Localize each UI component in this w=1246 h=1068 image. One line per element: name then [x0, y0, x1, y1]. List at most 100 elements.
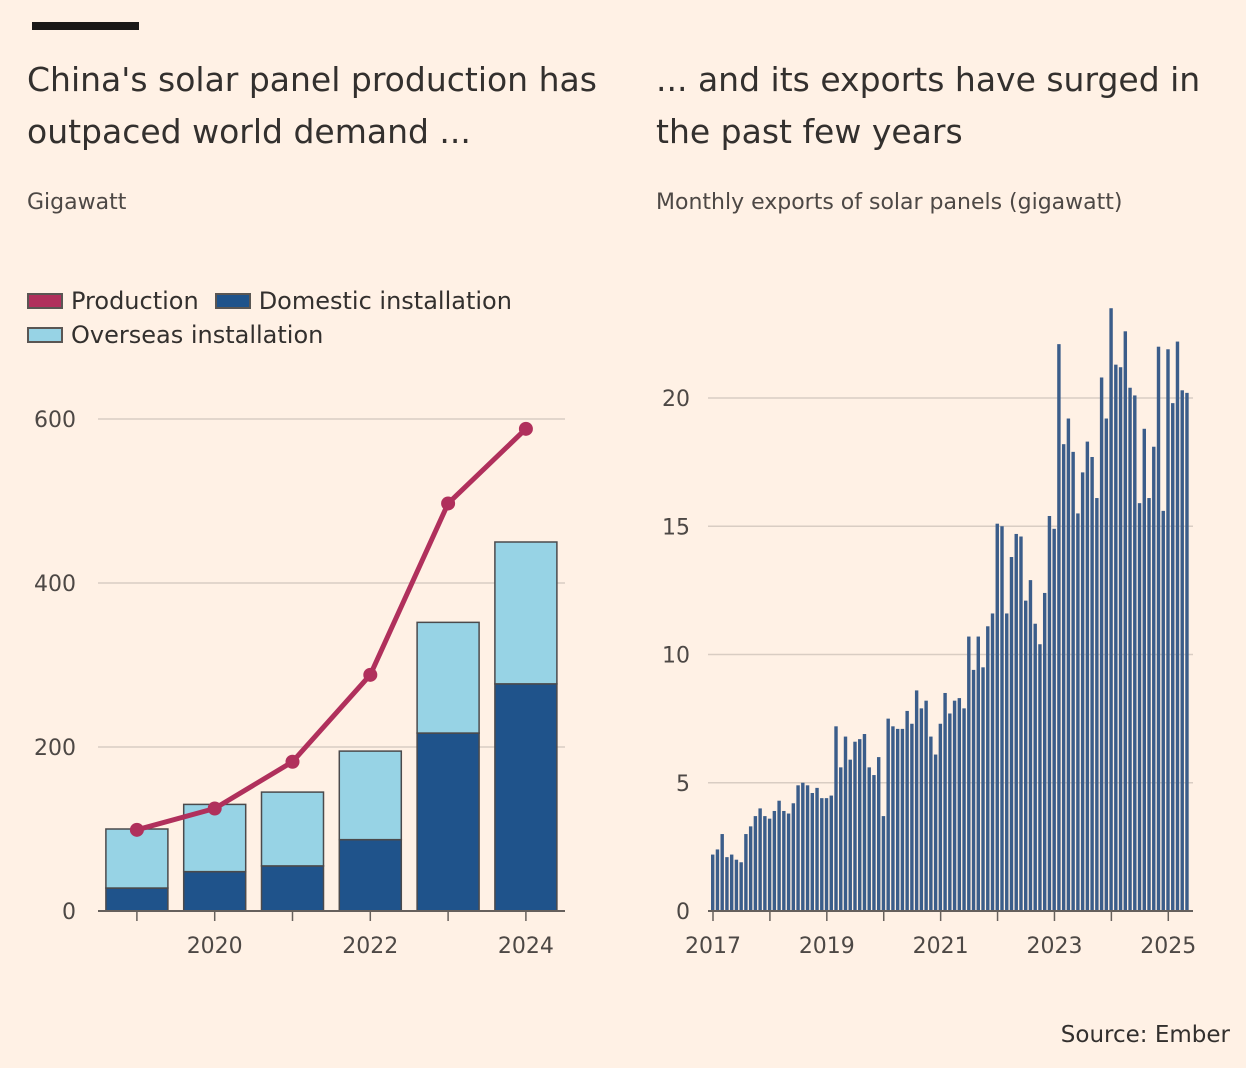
export-bar — [1019, 536, 1023, 911]
export-bar — [1028, 580, 1033, 911]
production-point — [518, 421, 533, 436]
overseas-bar — [338, 750, 403, 841]
legend-label-domestic: Domestic installation — [258, 287, 512, 315]
left-x-tick-label: 2022 — [342, 934, 398, 959]
right-y-tick-label: 0 — [676, 900, 690, 925]
brand-bar — [32, 22, 139, 30]
export-bar — [843, 736, 848, 911]
export-bar — [943, 692, 947, 911]
domestic-bar — [338, 838, 403, 912]
export-bar — [1090, 456, 1094, 911]
export-bar — [914, 690, 919, 911]
legend-item-production: Production — [27, 287, 199, 315]
overseas-swatch — [27, 327, 63, 343]
export-bar — [1066, 418, 1071, 911]
export-bar — [910, 723, 914, 911]
export-bar — [1099, 377, 1104, 912]
export-bar — [858, 739, 862, 911]
export-bar — [1114, 364, 1118, 911]
export-bar — [1180, 390, 1184, 911]
export-bar — [1118, 367, 1123, 912]
export-bar — [933, 754, 938, 911]
export-bar — [971, 669, 976, 911]
export-bar — [876, 757, 881, 911]
domestic-bar — [494, 683, 558, 912]
export-bar — [1047, 515, 1052, 911]
export-bar — [1057, 344, 1061, 911]
left-y-tick-label: 0 — [62, 900, 76, 925]
left-y-tick-label: 400 — [34, 572, 76, 597]
export-bar — [734, 859, 739, 911]
export-bar — [829, 795, 833, 911]
export-bar — [744, 834, 748, 911]
export-bar — [715, 849, 720, 911]
legend-label-overseas: Overseas installation — [71, 321, 324, 349]
export-bar — [1014, 533, 1018, 911]
export-bar — [1033, 623, 1037, 911]
left-x-tick-label: 2024 — [498, 934, 554, 959]
export-bar — [1161, 510, 1165, 911]
right-y-tick-label: 10 — [662, 644, 690, 669]
right-chart-subtitle: Monthly exports of solar panels (gigawat… — [656, 190, 1123, 215]
production-point — [363, 667, 378, 682]
export-bar — [948, 713, 952, 911]
right-x-tick-label: 2017 — [685, 934, 741, 959]
export-bar — [748, 826, 753, 911]
export-bar — [1052, 528, 1056, 911]
right-chart-title: ... and its exports have surged in the p… — [656, 60, 1201, 151]
export-bar — [1137, 503, 1142, 911]
domestic-bar — [416, 732, 480, 912]
overseas-bar — [260, 791, 325, 867]
export-bar — [867, 767, 871, 911]
right-y-tick-label: 20 — [662, 387, 690, 412]
domestic-bar — [105, 887, 169, 912]
export-bar — [739, 862, 743, 911]
export-bar — [1104, 418, 1109, 911]
export-bar — [1171, 403, 1175, 911]
export-bar — [805, 785, 810, 911]
right-x-tick-label: 2023 — [1026, 934, 1082, 959]
legend-label-production: Production — [71, 287, 199, 315]
export-bar — [881, 816, 886, 911]
export-bar — [720, 834, 724, 911]
right-x-tick-label: 2019 — [799, 934, 855, 959]
export-bar — [824, 798, 829, 911]
export-bar — [786, 813, 791, 911]
export-bar — [1085, 441, 1090, 911]
export-bar — [834, 726, 838, 911]
export-bar — [900, 728, 905, 911]
overseas-bar — [494, 541, 558, 685]
production-point — [129, 822, 144, 837]
export-bar — [839, 767, 843, 911]
right-x-tick-label: 2025 — [1140, 934, 1196, 959]
right-y-tick-label: 15 — [662, 515, 690, 540]
export-bar — [886, 718, 890, 911]
export-bar — [919, 708, 924, 911]
left-chart-subtitle: Gigawatt — [27, 190, 127, 215]
production-line — [134, 426, 529, 833]
export-bar — [938, 723, 943, 911]
export-bar — [1147, 498, 1151, 911]
export-bar — [872, 775, 876, 911]
export-bar — [1133, 395, 1137, 911]
export-bar — [791, 803, 796, 911]
export-bar — [1076, 513, 1080, 911]
export-bar — [1166, 349, 1170, 911]
export-bar — [995, 523, 999, 911]
domestic-swatch — [214, 293, 251, 309]
right-y-tick-label: 5 — [676, 772, 690, 797]
production-swatch — [27, 293, 63, 309]
left-x-tick-label: 2020 — [187, 934, 243, 959]
source-note: Source: Ember — [1060, 1022, 1230, 1048]
domestic-bar — [182, 870, 247, 912]
export-bar — [962, 708, 966, 911]
export-bar — [1061, 444, 1066, 911]
export-bar — [1042, 592, 1047, 911]
export-bar — [1128, 387, 1132, 911]
export-bar — [767, 818, 772, 911]
overseas-bar — [105, 828, 169, 889]
export-bar — [895, 728, 900, 911]
export-bar — [848, 759, 852, 911]
right-x-tick-label: 2021 — [913, 934, 969, 959]
production-point — [285, 754, 300, 769]
